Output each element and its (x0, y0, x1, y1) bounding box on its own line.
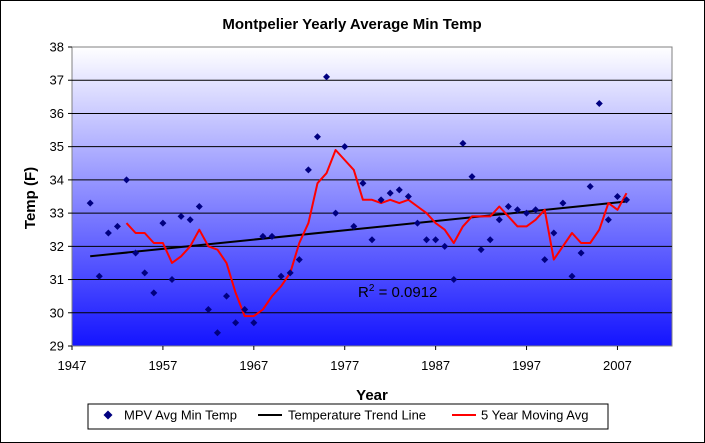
plot-area (71, 46, 673, 347)
data-point (295, 256, 303, 264)
data-point (259, 232, 267, 240)
data-point (377, 196, 385, 204)
data-point (341, 143, 349, 151)
data-point (86, 199, 94, 207)
y-tick-label: 31 (50, 272, 64, 287)
legend: MPV Avg Min Temp Temperature Trend Line … (87, 403, 609, 430)
data-point (423, 236, 431, 244)
legend-label-points: MPV Avg Min Temp (124, 408, 237, 423)
data-point (513, 206, 521, 214)
data-point (495, 216, 503, 224)
data-point (95, 272, 103, 280)
r-squared-annotation: R2 = 0.0912 (358, 283, 437, 301)
data-point (623, 196, 631, 204)
x-tick-label: 1967 (239, 358, 268, 373)
data-point (386, 189, 394, 197)
y-tick-label: 37 (50, 73, 64, 88)
data-point (586, 183, 594, 191)
legend-label-trend: Temperature Trend Line (288, 408, 426, 423)
x-tick-label: 2007 (603, 358, 632, 373)
data-point (241, 305, 249, 313)
data-point (104, 229, 112, 237)
data-point (413, 219, 421, 227)
data-point (404, 193, 412, 200)
x-tick-label: 1987 (421, 358, 450, 373)
x-axis-label: Year (356, 387, 388, 404)
data-point (568, 272, 576, 280)
data-point (132, 249, 140, 257)
data-point (350, 222, 358, 230)
data-point (250, 319, 258, 327)
x-tick-label: 1997 (512, 358, 541, 373)
data-point (213, 329, 221, 337)
data-point (486, 236, 494, 244)
point-series (86, 73, 631, 337)
data-point (186, 216, 194, 224)
data-point (450, 276, 458, 284)
data-point (432, 236, 440, 244)
data-point (204, 305, 212, 313)
data-point (613, 193, 621, 200)
y-tick-label: 29 (50, 339, 64, 354)
data-point (477, 246, 485, 254)
data-point (304, 166, 312, 174)
data-point (595, 99, 603, 107)
data-point (123, 176, 131, 184)
x-tick-label: 1957 (148, 358, 177, 373)
y-tick-label: 36 (50, 106, 64, 121)
data-point (277, 272, 285, 280)
data-point (268, 232, 276, 240)
data-point (368, 236, 376, 244)
data-point (441, 242, 449, 250)
data-point (504, 202, 512, 210)
data-point (532, 206, 540, 214)
data-point (168, 276, 176, 284)
y-axis-label: Temp (F) (22, 167, 39, 229)
moving-avg-series (125, 149, 628, 318)
y-axis-ticks: 29 30 31 32 33 34 35 36 37 38 (50, 40, 72, 354)
data-point (159, 219, 167, 227)
x-tick-label: 1947 (58, 358, 87, 373)
data-point (195, 202, 203, 210)
data-point (113, 222, 121, 230)
data-point (459, 139, 467, 147)
y-tick-label: 32 (50, 239, 64, 254)
y-tick-label: 35 (50, 139, 64, 154)
data-point (359, 179, 367, 187)
data-point (223, 292, 231, 300)
x-axis-ticks: 1947 1957 1967 1977 1987 1997 2007 (58, 346, 632, 373)
data-point (550, 229, 558, 237)
data-point (468, 173, 476, 181)
legend-label-moving-avg: 5 Year Moving Avg (481, 408, 588, 423)
data-point (395, 186, 403, 194)
data-point (141, 269, 149, 277)
y-tick-label: 38 (50, 40, 64, 55)
data-point (604, 216, 612, 224)
x-tick-label: 1977 (330, 358, 359, 373)
data-point (559, 199, 567, 207)
legend-marker-points (103, 410, 113, 420)
data-point (523, 209, 531, 217)
y-tick-label: 30 (50, 305, 64, 320)
moving-avg-line (125, 149, 628, 318)
data-point (150, 289, 158, 297)
data-point (286, 269, 294, 277)
data-point (541, 256, 549, 264)
y-tick-label: 33 (50, 206, 64, 221)
legend-box (87, 403, 609, 430)
data-point (177, 212, 185, 220)
data-point (332, 209, 340, 217)
y-tick-label: 34 (50, 172, 64, 187)
data-point (232, 319, 240, 327)
data-point (323, 73, 331, 81)
data-point (313, 133, 321, 141)
data-point (577, 249, 585, 257)
chart-title: Montpelier Yearly Average Min Temp (222, 16, 481, 33)
